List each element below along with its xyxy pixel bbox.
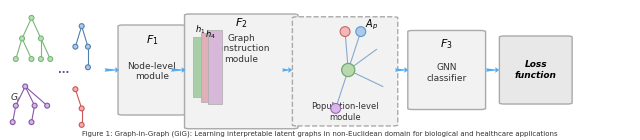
FancyBboxPatch shape bbox=[408, 31, 486, 109]
Ellipse shape bbox=[45, 103, 50, 108]
Ellipse shape bbox=[23, 84, 28, 89]
Ellipse shape bbox=[29, 57, 34, 61]
Ellipse shape bbox=[38, 36, 44, 41]
Ellipse shape bbox=[73, 44, 78, 49]
Ellipse shape bbox=[13, 57, 19, 61]
Ellipse shape bbox=[32, 103, 37, 108]
Ellipse shape bbox=[29, 120, 34, 125]
FancyBboxPatch shape bbox=[499, 36, 572, 104]
Ellipse shape bbox=[331, 103, 340, 113]
FancyBboxPatch shape bbox=[118, 25, 186, 115]
Ellipse shape bbox=[340, 27, 350, 37]
Text: $A_p$: $A_p$ bbox=[365, 18, 379, 32]
Ellipse shape bbox=[29, 15, 34, 20]
Ellipse shape bbox=[20, 36, 24, 41]
Text: $F_3$: $F_3$ bbox=[440, 37, 453, 51]
Text: Population-level
module: Population-level module bbox=[311, 102, 379, 122]
FancyBboxPatch shape bbox=[292, 17, 398, 126]
Ellipse shape bbox=[79, 24, 84, 29]
Ellipse shape bbox=[73, 87, 78, 92]
Ellipse shape bbox=[86, 44, 90, 49]
Text: Node-level
module: Node-level module bbox=[127, 62, 176, 81]
Ellipse shape bbox=[79, 106, 84, 111]
Ellipse shape bbox=[48, 57, 52, 61]
Ellipse shape bbox=[13, 103, 19, 108]
Bar bbox=[201, 33, 214, 102]
FancyBboxPatch shape bbox=[184, 14, 298, 129]
Bar bbox=[193, 37, 207, 97]
Text: ...: ... bbox=[180, 104, 190, 113]
Text: ...: ... bbox=[58, 65, 70, 75]
Text: Loss
function: Loss function bbox=[515, 60, 557, 80]
Ellipse shape bbox=[38, 57, 44, 61]
Text: Graph
construction
module: Graph construction module bbox=[213, 34, 269, 64]
Text: $G_i$: $G_i$ bbox=[10, 91, 20, 104]
Ellipse shape bbox=[342, 63, 355, 77]
Ellipse shape bbox=[86, 65, 90, 70]
Text: $F_2$: $F_2$ bbox=[235, 16, 248, 30]
Text: $h_4$: $h_4$ bbox=[205, 28, 215, 41]
Ellipse shape bbox=[79, 122, 84, 127]
Ellipse shape bbox=[10, 120, 15, 125]
Text: Figure 1: Graph-in-Graph (GiG): Learning interpretable latent graphs in non-Eucl: Figure 1: Graph-in-Graph (GiG): Learning… bbox=[82, 131, 558, 137]
Text: $h_1$: $h_1$ bbox=[195, 24, 205, 36]
Text: $F_1$: $F_1$ bbox=[145, 33, 158, 47]
Text: GNN
classifier: GNN classifier bbox=[427, 63, 467, 83]
Bar bbox=[209, 30, 222, 104]
Ellipse shape bbox=[356, 27, 365, 37]
